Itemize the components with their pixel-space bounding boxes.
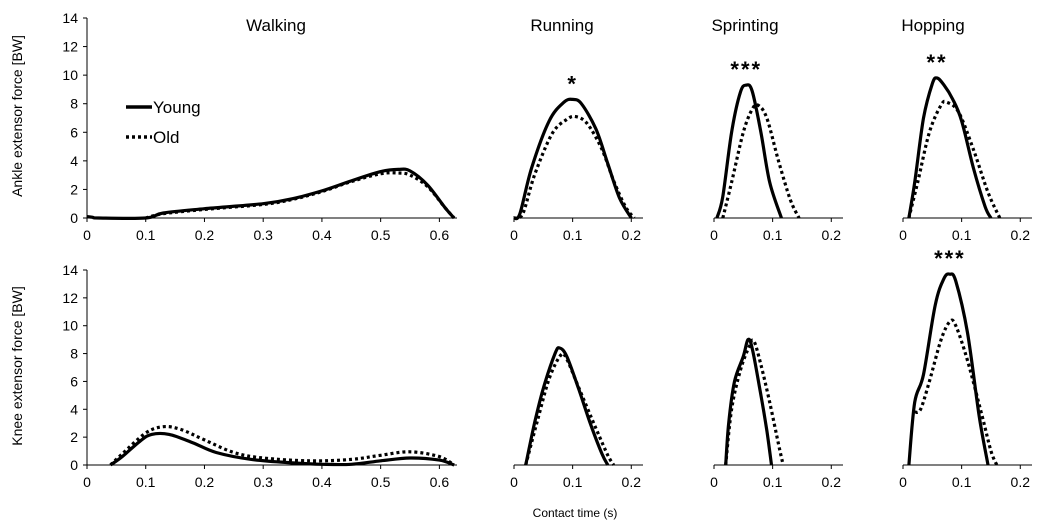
knee-walking-old-line: [109, 424, 455, 467]
ankle-walking-x-tick-label: 0.6: [430, 227, 450, 243]
ankle-walking-panel: 0 2 4 6 8 10 12 14 0 0.1 0.2 0.3 0.4 0.5 0.6 Walking: [62, 10, 457, 243]
ankle-walking-y-tick-label: 6: [70, 124, 78, 140]
ankle-running-significance: *: [567, 71, 578, 96]
ankle-walking-x-tick-label: 0.1: [136, 227, 156, 243]
ankle-hopping-x-tick-label: 0.1: [952, 227, 972, 243]
ankle-hopping-title: Hopping: [901, 16, 964, 35]
knee-walking-y-tick-label: 0: [70, 457, 78, 473]
knee-sprinting-x-tick-label: 0.2: [822, 474, 842, 490]
ankle-running-x-tick-label: 0.2: [622, 227, 642, 243]
ankle-walking-young-line: [86, 167, 456, 220]
knee-sprinting-x-tick-label: 0: [710, 474, 718, 490]
knee-walking-y-tick-label: 14: [62, 262, 78, 278]
ankle-y-axis-label: Ankle extensor force [BW]: [9, 35, 25, 197]
ankle-walking-y-tick-label: 2: [70, 181, 78, 197]
knee-hopping-x-tick-label: 0: [899, 474, 907, 490]
knee-hopping-old-line: [913, 318, 999, 466]
ankle-walking-y-tick-label: 14: [62, 10, 78, 26]
knee-walking-young-line: [109, 431, 455, 467]
knee-walking-y-tick-label: 12: [62, 290, 78, 306]
ankle-running-title: Running: [530, 16, 593, 35]
knee-walking-x-tick-label: 0.4: [312, 474, 332, 490]
knee-walking-x-tick-label: 0.3: [253, 474, 273, 490]
ankle-walking-x-tick-label: 0.5: [371, 227, 391, 243]
knee-running-old-line: [524, 351, 616, 466]
knee-walking-x-tick-label: 0.6: [430, 474, 450, 490]
ankle-running-old-line: [513, 114, 636, 220]
ankle-sprinting-old-line: [721, 102, 801, 219]
legend-young-label: Young: [153, 98, 201, 117]
ankle-walking-y-tick-label: 10: [62, 67, 78, 83]
ankle-running-panel: 0 0.1 0.2 Running *: [510, 16, 643, 243]
knee-sprinting-young-line: [724, 337, 774, 466]
ankle-hopping-panel: 0 0.1 0.2 Hopping **: [899, 16, 1032, 243]
knee-walking-y-tick-label: 2: [70, 429, 78, 445]
ankle-sprinting-x-tick-label: 0.1: [763, 227, 783, 243]
ankle-sprinting-significance: ***: [730, 57, 762, 82]
ankle-sprinting-panel: 0 0.1 0.2 Sprinting ***: [710, 16, 843, 243]
ankle-sprinting-x-tick-label: 0.2: [822, 227, 842, 243]
ankle-walking-y-tick-label: 4: [70, 153, 78, 169]
ankle-walking-old-line: [145, 171, 456, 220]
knee-walking-x-tick-label: 0.5: [371, 474, 391, 490]
knee-running-x-tick-label: 0.1: [563, 474, 583, 490]
ankle-running-x-tick-label: 0: [510, 227, 518, 243]
ankle-walking-x-tick-label: 0.3: [253, 227, 273, 243]
knee-walking-x-tick-label: 0.2: [195, 474, 215, 490]
ankle-running-x-tick-label: 0.1: [563, 227, 583, 243]
ankle-walking-y-tick-label: 0: [70, 210, 78, 226]
knee-hopping-x-tick-label: 0.1: [952, 474, 972, 490]
knee-walking-x-tick-label: 0: [83, 474, 91, 490]
plot-panels: 0 2 4 6 8 10 12 14 0 0.1 0.2 0.3 0.4 0.5 0.6 Walking 0 0.…: [62, 10, 1032, 490]
ankle-sprinting-title: Sprinting: [711, 16, 778, 35]
knee-walking-y-tick-label: 8: [70, 346, 78, 362]
knee-sprinting-x-tick-label: 0.1: [763, 474, 783, 490]
ankle-sprinting-x-tick-label: 0: [710, 227, 718, 243]
ankle-hopping-significance: **: [926, 50, 947, 75]
ankle-sprinting-young-line: [715, 83, 783, 219]
x-axis-label: Contact time (s): [533, 506, 618, 520]
knee-walking-panel: 0 2 4 6 8 10 12 14 0 0.1 0.2 0.3 0.4 0.5 0.6: [62, 262, 457, 490]
knee-running-young-line: [524, 346, 610, 466]
ankle-hopping-x-tick-label: 0.2: [1011, 227, 1031, 243]
knee-hopping-significance: ***: [934, 246, 966, 271]
ankle-running-young-line: [513, 97, 633, 221]
knee-hopping-panel: 0 0.1 0.2 ***: [899, 246, 1032, 490]
ankle-walking-x-tick-label: 0.4: [312, 227, 332, 243]
knee-running-panel: 0 0.1 0.2: [510, 346, 643, 490]
knee-running-x-tick-label: 0.2: [622, 474, 642, 490]
knee-walking-x-tick-label: 0.1: [136, 474, 156, 490]
knee-y-axis-label: Knee extensor force [BW]: [9, 286, 25, 446]
ankle-hopping-x-tick-label: 0: [899, 227, 907, 243]
legend: Young Old: [126, 98, 201, 147]
ankle-walking-x-tick-label: 0.2: [195, 227, 215, 243]
ankle-walking-title: Walking: [246, 16, 306, 35]
knee-running-x-tick-label: 0: [510, 474, 518, 490]
ankle-walking-x-tick-label: 0: [83, 227, 91, 243]
knee-walking-y-tick-label: 10: [62, 318, 78, 334]
knee-hopping-x-tick-label: 0.2: [1011, 474, 1031, 490]
ankle-walking-y-tick-label: 12: [62, 39, 78, 55]
ankle-walking-y-tick-label: 8: [70, 96, 78, 112]
legend-old-label: Old: [153, 128, 179, 147]
knee-hopping-young-line: [907, 272, 990, 466]
ankle-hopping-young-line: [907, 76, 993, 219]
knee-sprinting-panel: 0 0.1 0.2: [710, 337, 843, 490]
knee-walking-y-tick-label: 4: [70, 401, 78, 417]
knee-walking-y-tick-label: 6: [70, 373, 78, 389]
